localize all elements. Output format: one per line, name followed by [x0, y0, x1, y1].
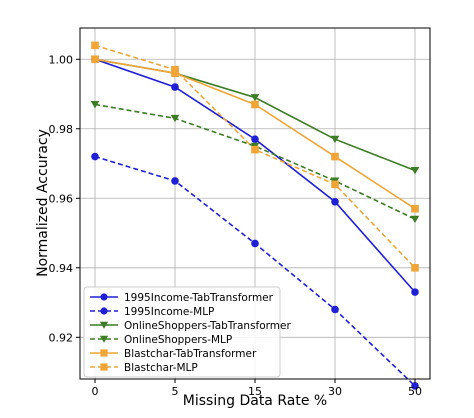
legend: 1995Income-TabTransformer 1995Income-MLP O… [83, 286, 291, 378]
data-point [331, 180, 339, 189]
data-point [171, 177, 179, 185]
legend-item: OnlineShoppers-MLP [90, 334, 232, 346]
data-point [330, 135, 340, 144]
data-point [411, 263, 419, 272]
x-axis-label: Missing Data Rate % [183, 393, 327, 409]
legend-label: OnlineShoppers-MLP [124, 334, 232, 346]
x-tick-label: 5 [172, 385, 179, 398]
data-point [91, 152, 99, 161]
legend-label: 1995Income-MLP [124, 306, 214, 318]
legend-marker [100, 293, 108, 301]
data-point [251, 100, 259, 109]
x-axis: 0 5 15 30 50 [92, 379, 422, 398]
data-point [411, 288, 419, 296]
y-axis-label: Normalized Accuracy [35, 129, 51, 277]
legend-item: Blastchar-TabTransformer [90, 348, 257, 360]
legend-item: 1995Income-MLP [90, 306, 214, 318]
y-tick-label: 0.94 [49, 262, 74, 275]
legend-label: Blastchar-MLP [124, 362, 198, 374]
x-tick-label: 0 [92, 385, 99, 398]
data-point [411, 382, 419, 390]
data-point [90, 101, 100, 109]
data-point [251, 135, 259, 144]
series-Blastchar-MLP [91, 41, 419, 272]
data-point [250, 94, 260, 102]
series-line [94, 103, 416, 220]
y-tick-label: 0.96 [49, 192, 74, 205]
x-tick-label: 50 [408, 385, 422, 398]
legend-label: 1995Income-TabTransformer [124, 292, 274, 304]
data-point [171, 83, 179, 91]
legend-item: 1995Income-TabTransformer [90, 292, 274, 304]
data-point [170, 114, 180, 123]
data-point [91, 55, 99, 64]
data-point [331, 152, 339, 161]
data-point [331, 197, 339, 206]
y-tick-label: 1.00 [49, 53, 74, 66]
data-point [411, 204, 419, 213]
legend-marker [100, 307, 108, 315]
data-point [410, 215, 420, 224]
series-layer [90, 41, 420, 390]
x-tick-label: 30 [328, 385, 342, 398]
data-point [410, 167, 420, 175]
y-tick-label: 0.98 [49, 123, 74, 136]
legend-marker [100, 363, 108, 371]
legend-label: OnlineShoppers-TabTransformer [124, 320, 291, 332]
legend-label: Blastchar-TabTransformer [124, 348, 257, 360]
data-point [251, 145, 259, 154]
x-tick-label: 15 [248, 385, 262, 398]
data-point [251, 239, 259, 248]
y-axis: 0.92 0.94 0.96 0.98 1.00 [49, 53, 80, 344]
legend-marker [99, 335, 109, 343]
legend-box [83, 286, 281, 378]
data-point [171, 65, 179, 74]
y-tick-label: 0.92 [49, 331, 74, 344]
data-point [331, 305, 339, 314]
legend-item: Blastchar-MLP [90, 362, 198, 374]
legend-marker [99, 321, 109, 329]
legend-item: OnlineShoppers-TabTransformer [90, 320, 291, 332]
series-1995Income-MLP [91, 152, 419, 390]
legend-marker [100, 349, 108, 357]
data-point [91, 41, 99, 50]
